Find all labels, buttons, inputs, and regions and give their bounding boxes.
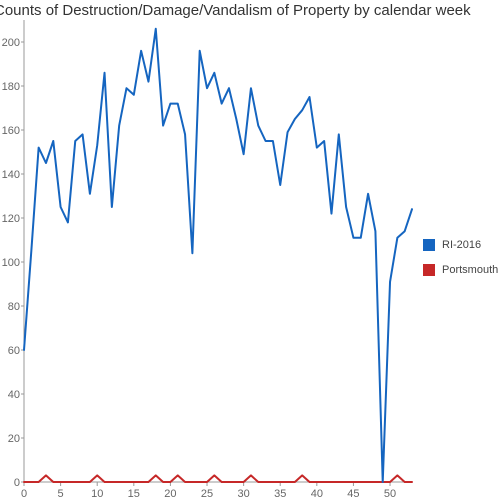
y-tick-label: 200 xyxy=(2,37,20,49)
chart-title: Counts of Destruction/Damage/Vandalism o… xyxy=(0,2,471,19)
x-tick-label: 15 xyxy=(128,488,140,500)
series-line-ri-2016 xyxy=(23,27,413,483)
legend: RI-2016 Portsmouth xyxy=(423,238,498,288)
y-tick-label: 20 xyxy=(8,433,20,445)
x-tick-label: 5 xyxy=(58,488,64,500)
y-tick-label: 120 xyxy=(2,213,20,225)
y-tick-label: 60 xyxy=(8,345,20,357)
x-tick-label: 40 xyxy=(311,488,323,500)
series-layer xyxy=(23,27,413,483)
legend-item-ri-2016[interactable]: RI-2016 xyxy=(423,238,498,252)
x-tick-label: 30 xyxy=(237,488,249,500)
x-tick-label: 45 xyxy=(347,488,359,500)
x-tick-label: 35 xyxy=(274,488,286,500)
y-tick-label: 40 xyxy=(8,389,20,401)
x-tick-label: 25 xyxy=(201,488,213,500)
y-tick-label: 180 xyxy=(2,81,20,93)
x-tick-label: 10 xyxy=(91,488,103,500)
y-tick-label: 80 xyxy=(8,301,20,313)
y-tick-label: 100 xyxy=(2,257,20,269)
legend-label-portsmouth: Portsmouth xyxy=(442,264,499,276)
x-tick-label: 0 xyxy=(21,488,27,500)
legend-swatch-portsmouth xyxy=(423,264,435,276)
x-axis: 0 5 10 15 20 25 30 35 40 45 50 xyxy=(21,481,412,500)
legend-item-portsmouth[interactable]: Portsmouth xyxy=(423,263,498,277)
y-axis: 0 20 40 60 80 100 120 140 160 180 200 xyxy=(2,20,25,489)
x-tick-label: 50 xyxy=(384,488,396,500)
series-line-portsmouth xyxy=(23,474,413,483)
y-tick-label: 140 xyxy=(2,169,20,181)
y-tick-label: 0 xyxy=(14,477,20,489)
legend-label-ri-2016: RI-2016 xyxy=(442,239,482,251)
y-tick-label: 160 xyxy=(2,125,20,137)
x-tick-label: 20 xyxy=(164,488,176,500)
legend-swatch-ri-2016 xyxy=(423,239,435,251)
